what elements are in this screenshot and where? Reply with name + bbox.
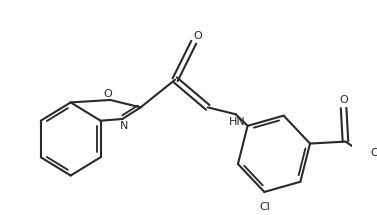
Text: O: O — [103, 89, 112, 99]
Text: HN: HN — [229, 117, 246, 127]
Text: O: O — [371, 148, 377, 158]
Text: O: O — [339, 95, 348, 105]
Text: Cl: Cl — [259, 202, 270, 212]
Text: N: N — [120, 121, 129, 131]
Text: O: O — [193, 31, 202, 41]
